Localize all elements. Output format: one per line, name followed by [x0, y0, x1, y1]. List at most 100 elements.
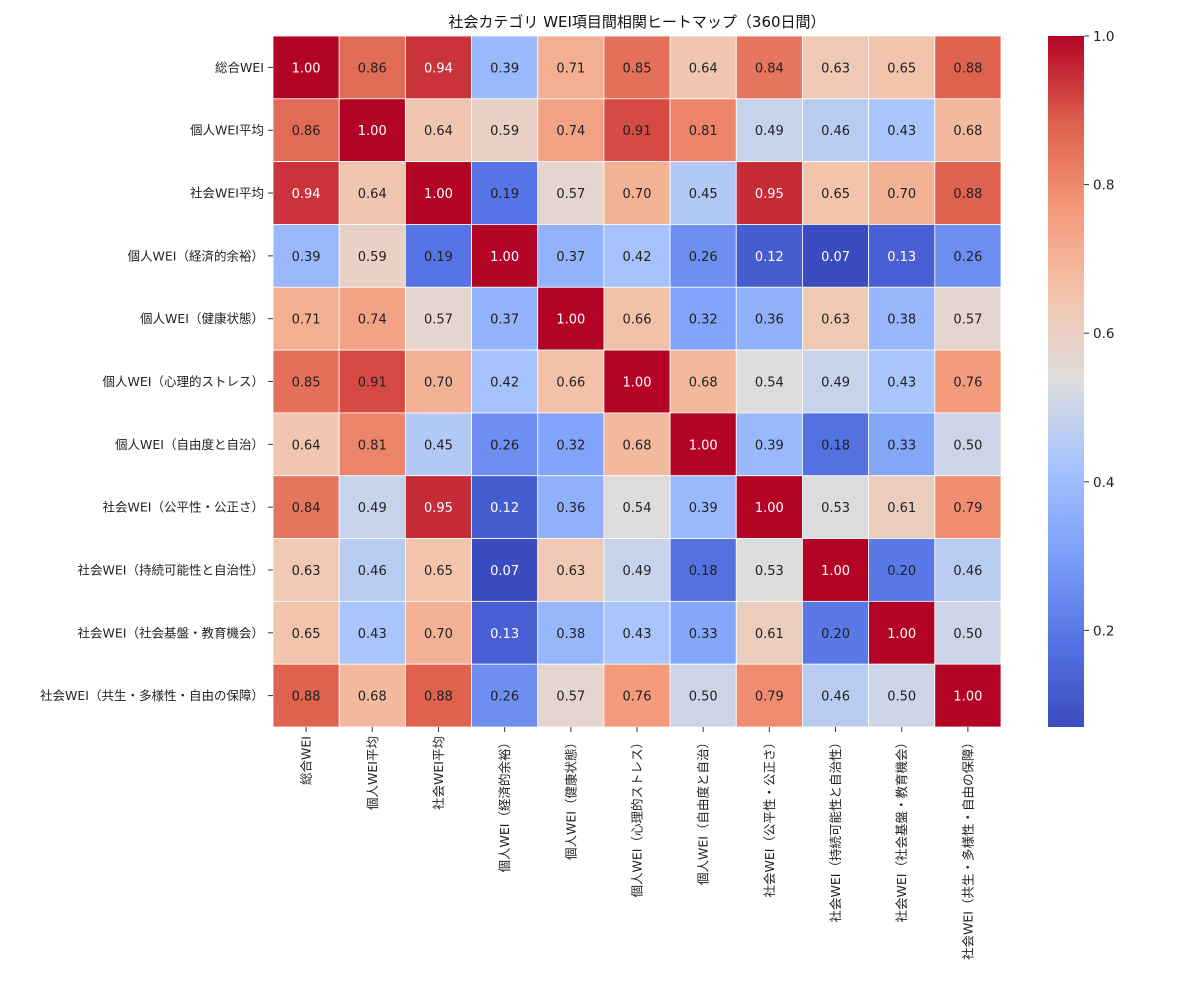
x-tick-label: 社会WEI（社会基盤・教育機会） [894, 736, 909, 922]
heatmap-cell [802, 286, 870, 351]
heatmap-cell [934, 600, 1002, 665]
heatmap-cell [603, 35, 671, 100]
heatmap-cell [603, 538, 671, 602]
cell-value-label: 0.84 [755, 61, 784, 76]
heatmap-cell [868, 475, 936, 539]
heatmap-cell [669, 224, 737, 288]
cell-value-label: 0.26 [953, 250, 982, 265]
x-tick-label: 個人WEI（健康状態） [563, 736, 578, 860]
cell-value-label: 0.19 [490, 187, 519, 202]
heatmap-cell [537, 475, 605, 539]
cell-value-label: 0.54 [755, 376, 784, 391]
heatmap-cell [669, 98, 737, 163]
cell-value-label: 0.53 [755, 564, 784, 579]
cell-value-label: 0.81 [358, 438, 387, 453]
cell-value-label: 0.36 [755, 313, 784, 328]
cell-value-label: 0.59 [490, 124, 519, 139]
cell-value-label: 0.46 [821, 690, 850, 705]
heatmap-cell [537, 35, 605, 100]
cell-value-label: 0.37 [490, 313, 519, 328]
heatmap-cell [802, 663, 870, 728]
cell-value-label: 0.86 [292, 124, 321, 139]
cell-value-label: 1.00 [755, 501, 784, 516]
heatmap-cell [735, 538, 803, 602]
cell-value-label: 0.50 [953, 438, 982, 453]
heatmap-cell [471, 412, 539, 477]
heatmap-cell [338, 35, 406, 100]
cell-value-label: 0.61 [755, 627, 784, 642]
cell-value-label: 0.70 [424, 376, 453, 391]
heatmap-cell [868, 412, 936, 477]
heatmap-cell [934, 161, 1002, 225]
heatmap-cell [934, 98, 1002, 163]
heatmap-cell [272, 538, 340, 602]
cell-value-label: 0.81 [689, 124, 718, 139]
cell-value-label: 0.65 [292, 627, 321, 642]
cell-value-label: 0.79 [953, 501, 982, 516]
x-tick-label: 総合WEI [299, 736, 314, 785]
cell-value-label: 0.12 [755, 250, 784, 265]
x-tick-label: 社会WEI（共生・多様性・自由の保障） [960, 736, 975, 960]
cell-value-label: 1.00 [424, 187, 453, 202]
heatmap-cell [272, 475, 340, 539]
heatmap-cell [537, 98, 605, 163]
cell-value-label: 0.43 [887, 376, 916, 391]
cell-value-label: 0.32 [689, 313, 718, 328]
heatmap-cell [603, 224, 671, 288]
cell-value-label: 0.53 [821, 501, 850, 516]
y-tick-label: 社会WEI（公平性・公正さ） [103, 500, 264, 515]
cell-value-label: 1.00 [689, 438, 718, 453]
cell-value-label: 0.07 [821, 250, 850, 265]
heatmap-cell [338, 224, 406, 288]
colorbar: 0.2 0.4 0.6 0.8 1.0 [1048, 29, 1114, 727]
x-tick-label: 個人WEI（自由度と自治） [696, 736, 711, 885]
cell-value-label: 0.63 [821, 313, 850, 328]
heatmap-cell [934, 663, 1002, 728]
heatmap-cell [537, 161, 605, 225]
colorbar-tick-label: 0.2 [1093, 623, 1114, 639]
cell-value-label: 0.49 [821, 376, 850, 391]
heatmap-cell [404, 224, 472, 288]
cell-value-label: 0.76 [953, 376, 982, 391]
cell-value-label: 1.00 [821, 564, 850, 579]
cell-value-label: 0.37 [556, 250, 585, 265]
heatmap-cell [404, 98, 472, 163]
heatmap-cell [272, 98, 340, 163]
cell-value-label: 0.20 [887, 564, 916, 579]
cell-value-label: 0.50 [887, 690, 916, 705]
heatmap-cell [802, 412, 870, 477]
cell-value-label: 0.38 [887, 313, 916, 328]
heatmap-cell [802, 349, 870, 414]
cell-value-label: 0.85 [623, 61, 652, 76]
heatmap-cell [802, 161, 870, 225]
cell-value-label: 1.00 [490, 250, 519, 265]
cell-value-label: 0.74 [556, 124, 585, 139]
colorbar-tick-label: 0.8 [1093, 178, 1114, 194]
y-tick-label: 個人WEI（経済的余裕） [128, 248, 264, 263]
cell-value-label: 0.57 [556, 690, 585, 705]
cell-value-label: 0.46 [953, 564, 982, 579]
y-tick-label: 社会WEI（持続可能性と自治性） [78, 562, 264, 577]
cell-value-label: 0.39 [755, 438, 784, 453]
cell-value-label: 0.45 [424, 438, 453, 453]
cell-value-label: 0.64 [689, 61, 718, 76]
heatmap-cell [735, 475, 803, 539]
cell-value-label: 1.00 [953, 690, 982, 705]
heatmap-cell [934, 35, 1002, 100]
y-tick-label: 個人WEI（自由度と自治） [115, 437, 264, 452]
heatmap-cell [735, 98, 803, 163]
heatmap-cell [272, 161, 340, 225]
cell-value-label: 0.84 [292, 501, 321, 516]
cell-value-label: 0.45 [689, 187, 718, 202]
cell-value-label: 1.00 [556, 313, 585, 328]
heatmap-cells: 1.00 0.86 0.94 0.39 0.71 0.85 0.64 0.84 0.63 0.65… [272, 35, 1002, 728]
heatmap-cell [669, 538, 737, 602]
heatmap-cell [603, 161, 671, 225]
cell-value-label: 0.88 [292, 690, 321, 705]
cell-value-label: 0.43 [887, 124, 916, 139]
x-tick-label: 社会WEI（公平性・公正さ） [762, 736, 777, 897]
heatmap-cell [669, 286, 737, 351]
